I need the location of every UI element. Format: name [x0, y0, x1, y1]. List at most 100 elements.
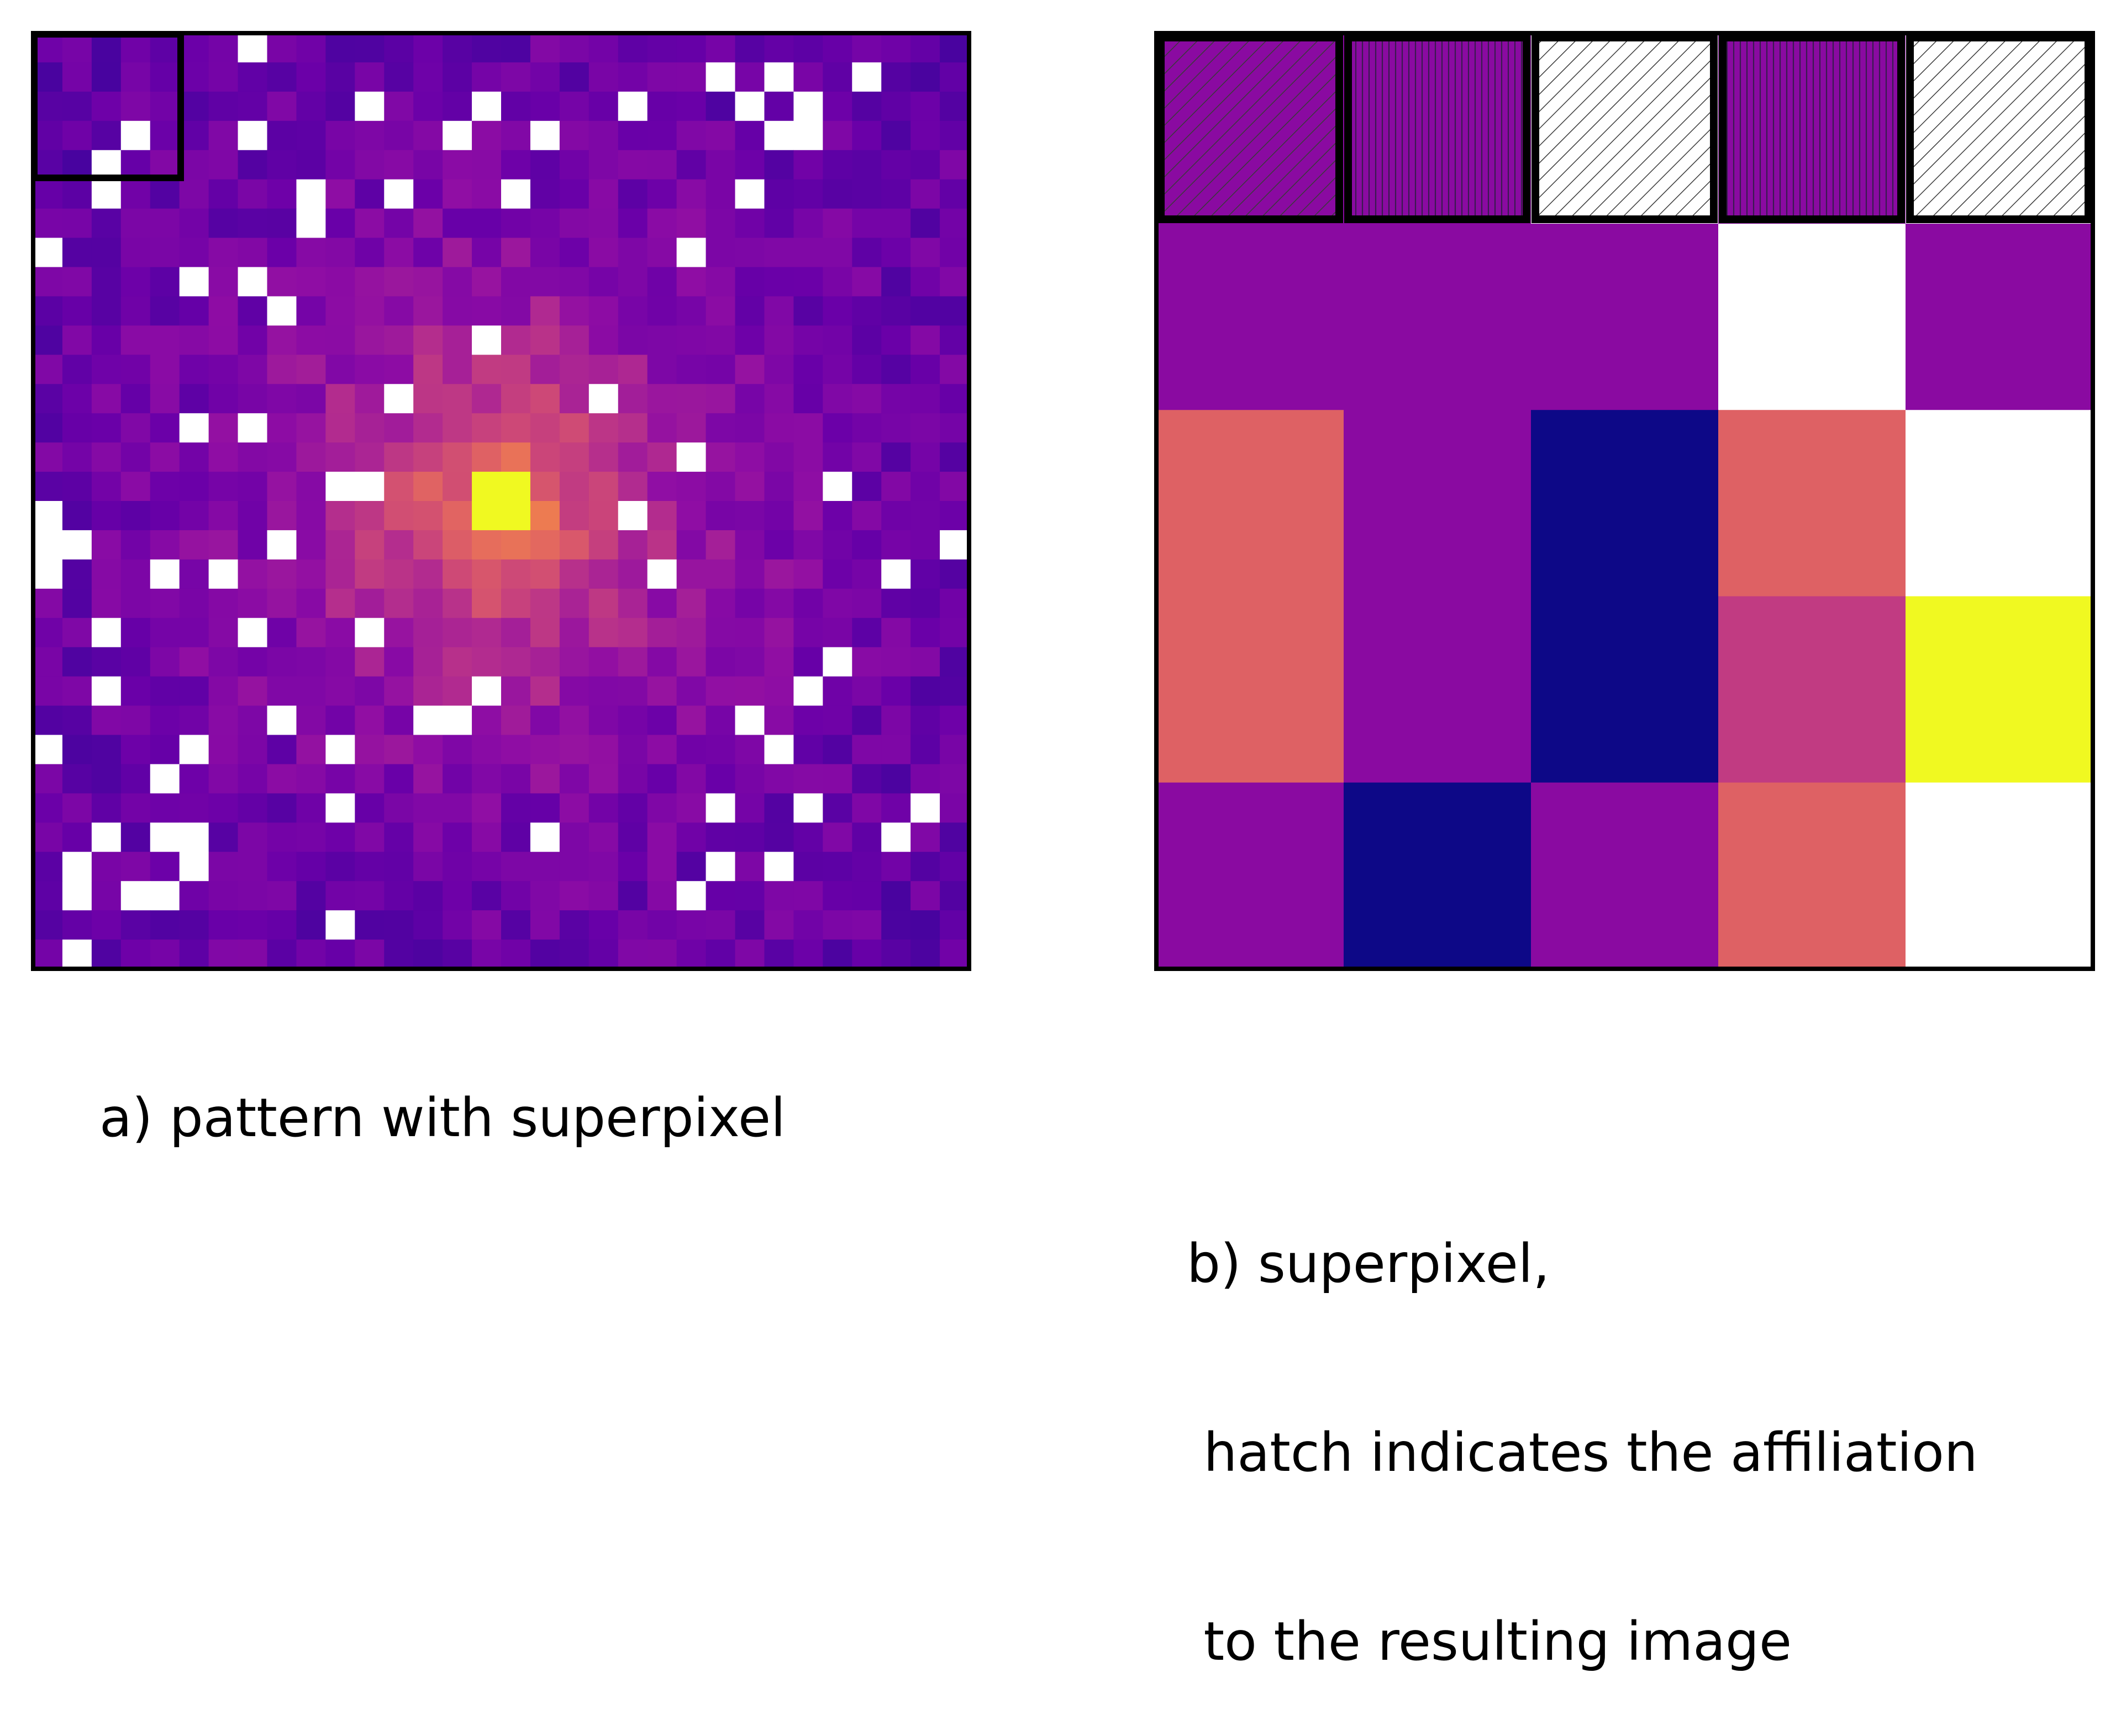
pattern-pixel	[530, 325, 560, 355]
masked-pixel	[120, 120, 151, 151]
pattern-pixel	[764, 325, 794, 355]
pattern-pixel	[735, 588, 765, 619]
pattern-pixel	[676, 150, 707, 180]
pattern-pixel	[823, 501, 852, 531]
pattern-pixel	[179, 793, 209, 823]
pattern-pixel	[33, 91, 63, 122]
pattern-pixel	[384, 355, 414, 384]
pattern-pixel	[793, 735, 823, 765]
pattern-pixel	[823, 179, 852, 209]
pattern-pixel	[267, 676, 297, 706]
pattern-pixel	[706, 238, 736, 268]
pattern-pixel	[62, 705, 92, 736]
pattern-pixel	[413, 588, 443, 619]
pattern-pixel	[355, 325, 385, 355]
pattern-pixel	[267, 325, 297, 355]
pattern-pixel	[881, 150, 911, 180]
pattern-pixel	[179, 384, 209, 414]
pattern-pixel	[355, 559, 385, 589]
pattern-pixel	[33, 413, 63, 443]
pattern-pixel	[823, 588, 852, 619]
pattern-pixel	[706, 705, 736, 736]
pattern-pixel	[62, 62, 92, 92]
pattern-pixel	[852, 472, 882, 502]
pattern-pixel	[384, 559, 414, 589]
pattern-pixel	[413, 325, 443, 355]
pattern-pixel	[238, 150, 268, 180]
pattern-pixel	[325, 559, 355, 589]
pattern-pixel	[647, 267, 677, 297]
pattern-pixel	[325, 822, 355, 852]
pattern-pixel	[881, 267, 911, 297]
pattern-pixel	[208, 793, 239, 823]
superpixel-cell	[1344, 410, 1531, 597]
pattern-pixel	[150, 647, 180, 677]
pattern-pixel	[881, 618, 911, 648]
pattern-pixel	[150, 940, 180, 969]
pattern-pixel	[940, 676, 970, 706]
pattern-pixel	[33, 618, 63, 648]
pattern-pixel	[881, 91, 911, 122]
pattern-pixel	[472, 530, 502, 560]
pattern-pixel	[647, 940, 677, 969]
pattern-pixel	[559, 676, 590, 706]
pattern-pixel	[823, 940, 852, 969]
masked-pixel	[325, 472, 355, 502]
masked-pixel	[325, 910, 355, 940]
masked-pixel	[179, 267, 209, 297]
pattern-pixel	[910, 822, 940, 852]
pattern-pixel	[588, 442, 619, 472]
pattern-pixel	[472, 647, 502, 677]
pattern-pixel	[179, 472, 209, 502]
pattern-pixel	[267, 33, 297, 63]
masked-pixel	[618, 501, 648, 531]
pattern-pixel	[91, 62, 122, 92]
pattern-pixel	[33, 296, 63, 326]
pattern-pixel	[823, 442, 852, 472]
pattern-pixel	[325, 530, 355, 560]
masked-pixel	[33, 735, 63, 765]
pattern-pixel	[91, 442, 122, 472]
pattern-pixel	[559, 705, 590, 736]
pattern-pixel	[910, 150, 940, 180]
pattern-pixel	[296, 150, 326, 180]
pattern-pixel	[91, 472, 122, 502]
pattern-pixel	[501, 296, 531, 326]
pattern-pixel	[238, 442, 268, 472]
pattern-pixel	[706, 501, 736, 531]
pattern-pixel	[940, 355, 970, 384]
pattern-pixel	[764, 179, 794, 209]
pattern-pixel	[823, 325, 852, 355]
pattern-pixel	[793, 33, 823, 63]
pattern-pixel	[881, 384, 911, 414]
pattern-pixel	[706, 208, 736, 239]
pattern-pixel	[940, 150, 970, 180]
pattern-pixel	[325, 325, 355, 355]
pattern-pixel	[208, 384, 239, 414]
pattern-pixel	[530, 910, 560, 940]
pattern-pixel	[940, 62, 970, 92]
pattern-pixel	[179, 325, 209, 355]
pattern-pixel	[559, 588, 590, 619]
pattern-pixel	[267, 267, 297, 297]
pattern-pixel	[706, 442, 736, 472]
pattern-pixel	[62, 764, 92, 794]
pattern-pixel	[296, 559, 326, 589]
pattern-pixel	[91, 910, 122, 940]
pattern-pixel	[267, 559, 297, 589]
pattern-pixel	[764, 764, 794, 794]
hatch-diagonal	[1535, 38, 1714, 219]
pattern-pixel	[559, 208, 590, 239]
pattern-pixel	[618, 676, 648, 706]
pattern-pixel	[910, 355, 940, 384]
pattern-pixel	[150, 852, 180, 882]
pattern-pixel	[501, 735, 531, 765]
pattern-pixel	[443, 618, 472, 648]
pattern-pixel	[325, 647, 355, 677]
pattern-pixel	[530, 91, 560, 122]
superpixel-cell	[1344, 596, 1531, 783]
pattern-pixel	[735, 881, 765, 911]
pattern-pixel	[296, 852, 326, 882]
pattern-pixel	[325, 588, 355, 619]
pattern-pixel	[706, 735, 736, 765]
